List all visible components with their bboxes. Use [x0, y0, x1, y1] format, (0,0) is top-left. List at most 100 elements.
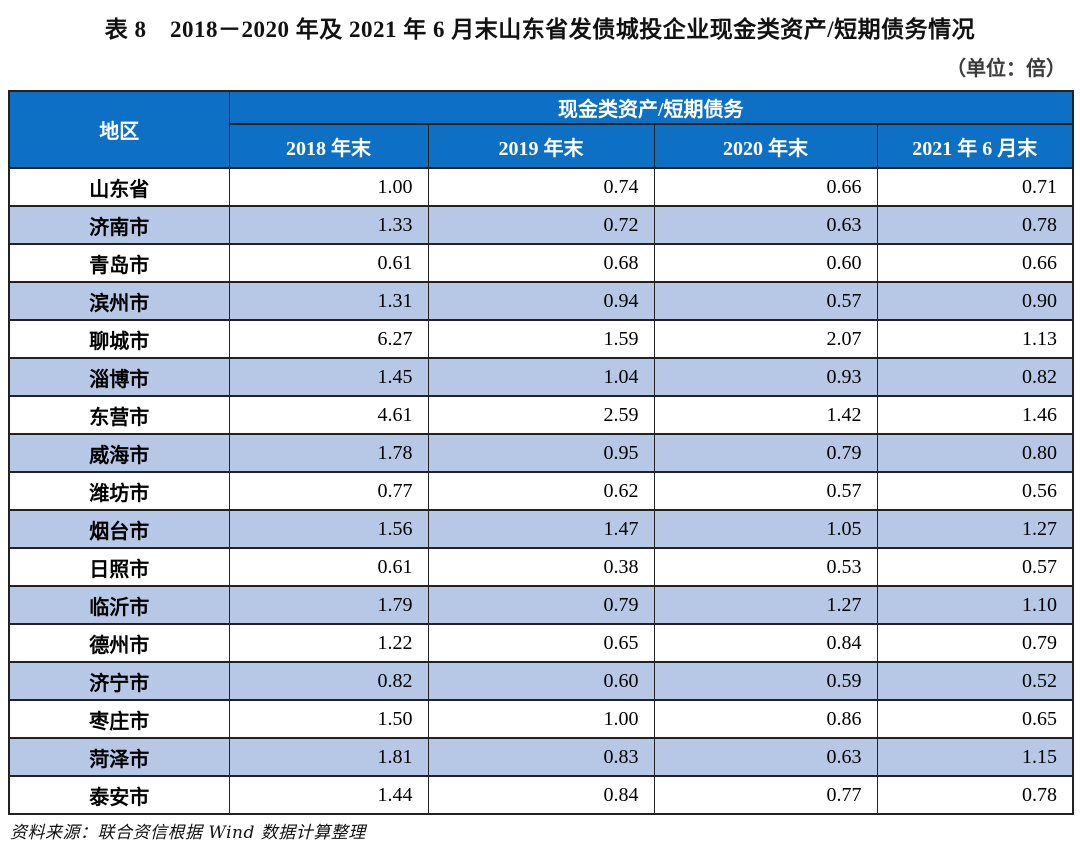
region-cell: 滨州市 — [8, 281, 230, 321]
region-cell: 德州市 — [8, 623, 230, 663]
value-cell: 0.65 — [876, 699, 1074, 739]
region-cell: 济宁市 — [8, 661, 230, 701]
value-cell: 0.77 — [228, 471, 429, 511]
value-cell: 0.52 — [876, 661, 1074, 701]
value-cell: 4.61 — [228, 395, 429, 435]
value-cell: 2.07 — [653, 319, 878, 359]
value-cell: 1.00 — [427, 699, 655, 739]
value-cell: 1.46 — [876, 395, 1074, 435]
value-cell: 1.05 — [653, 509, 878, 549]
value-cell: 0.84 — [653, 623, 878, 663]
title-row: 表 8 2018－2020 年及 2021 年 6 月末山东省发债城投企业现金类… — [0, 10, 1080, 44]
value-cell: 0.61 — [228, 243, 429, 283]
value-cell: 0.60 — [427, 661, 655, 701]
value-cell: 0.80 — [876, 433, 1074, 473]
value-cell: 0.82 — [876, 357, 1074, 397]
value-cell: 1.44 — [228, 775, 429, 815]
table-row: 潍坊市 0.77 0.62 0.57 0.56 — [8, 471, 1074, 511]
value-cell: 1.00 — [228, 167, 429, 207]
value-cell: 0.57 — [653, 281, 878, 321]
value-cell: 0.84 — [427, 775, 655, 815]
table-row: 德州市 1.22 0.65 0.84 0.79 — [8, 623, 1074, 663]
value-cell: 1.15 — [876, 737, 1074, 777]
value-cell: 0.61 — [228, 547, 429, 587]
value-cell: 1.31 — [228, 281, 429, 321]
value-cell: 0.66 — [653, 167, 878, 207]
value-cell: 0.56 — [876, 471, 1074, 511]
value-cell: 1.47 — [427, 509, 655, 549]
table-row: 东营市 4.61 2.59 1.42 1.46 — [8, 395, 1074, 435]
value-cell: 6.27 — [228, 319, 429, 359]
table-row: 菏泽市 1.81 0.83 0.63 1.15 — [8, 737, 1074, 777]
region-cell: 烟台市 — [8, 509, 230, 549]
value-cell: 0.79 — [653, 433, 878, 473]
value-cell: 0.63 — [653, 737, 878, 777]
header-2019: 2019 年末 — [427, 123, 655, 169]
value-cell: 0.93 — [653, 357, 878, 397]
region-cell: 聊城市 — [8, 319, 230, 359]
value-cell: 0.79 — [427, 585, 655, 625]
header-group: 现金类资产/短期债务 — [228, 90, 1074, 125]
table-row: 滨州市 1.31 0.94 0.57 0.90 — [8, 281, 1074, 321]
table-row: 济南市 1.33 0.72 0.63 0.78 — [8, 205, 1074, 245]
region-cell: 潍坊市 — [8, 471, 230, 511]
value-cell: 0.79 — [876, 623, 1074, 663]
value-cell: 0.78 — [876, 205, 1074, 245]
table-row: 泰安市 1.44 0.84 0.77 0.78 — [8, 775, 1074, 815]
value-cell: 0.38 — [427, 547, 655, 587]
table-row: 临沂市 1.79 0.79 1.27 1.10 — [8, 585, 1074, 625]
table-row: 济宁市 0.82 0.60 0.59 0.52 — [8, 661, 1074, 701]
value-cell: 0.62 — [427, 471, 655, 511]
value-cell: 0.57 — [653, 471, 878, 511]
value-cell: 0.90 — [876, 281, 1074, 321]
table-row: 青岛市 0.61 0.68 0.60 0.66 — [8, 243, 1074, 283]
value-cell: 0.53 — [653, 547, 878, 587]
table-row: 淄博市 1.45 1.04 0.93 0.82 — [8, 357, 1074, 397]
source-note: 资料来源：联合资信根据 Wind 数据计算整理 — [10, 823, 366, 843]
value-cell: 1.78 — [228, 433, 429, 473]
region-cell: 东营市 — [8, 395, 230, 435]
value-cell: 1.27 — [876, 509, 1074, 549]
table-row: 威海市 1.78 0.95 0.79 0.80 — [8, 433, 1074, 473]
region-cell: 枣庄市 — [8, 699, 230, 739]
data-table: 地区 现金类资产/短期债务 2018 年末 2019 年末 2020 年末 20… — [8, 90, 1074, 815]
value-cell: 1.42 — [653, 395, 878, 435]
value-cell: 0.72 — [427, 205, 655, 245]
unit-note: （单位：倍） — [946, 58, 1066, 80]
value-cell: 0.94 — [427, 281, 655, 321]
value-cell: 0.68 — [427, 243, 655, 283]
table-header: 地区 现金类资产/短期债务 2018 年末 2019 年末 2020 年末 20… — [8, 90, 1074, 169]
value-cell: 1.27 — [653, 585, 878, 625]
table-row: 烟台市 1.56 1.47 1.05 1.27 — [8, 509, 1074, 549]
value-cell: 1.81 — [228, 737, 429, 777]
value-cell: 1.56 — [228, 509, 429, 549]
value-cell: 1.10 — [876, 585, 1074, 625]
value-cell: 1.45 — [228, 357, 429, 397]
value-cell: 1.13 — [876, 319, 1074, 359]
header-2020: 2020 年末 — [653, 123, 878, 169]
value-cell: 0.82 — [228, 661, 429, 701]
year-header-row: 2018 年末 2019 年末 2020 年末 2021 年 6 月末 — [9, 123, 1074, 169]
table-body: 山东省 1.00 0.74 0.66 0.71 济南市 1.33 0.72 0.63 0.78 青岛… — [8, 167, 1074, 815]
region-cell: 泰安市 — [8, 775, 230, 815]
value-cell: 0.78 — [876, 775, 1074, 815]
value-cell: 0.74 — [427, 167, 655, 207]
value-cell: 0.63 — [653, 205, 878, 245]
value-cell: 1.04 — [427, 357, 655, 397]
region-cell: 日照市 — [8, 547, 230, 587]
value-cell: 1.22 — [228, 623, 429, 663]
value-cell: 0.86 — [653, 699, 878, 739]
value-cell: 0.95 — [427, 433, 655, 473]
value-cell: 1.33 — [228, 205, 429, 245]
value-cell: 0.71 — [876, 167, 1074, 207]
region-cell: 济南市 — [8, 205, 230, 245]
value-cell: 0.66 — [876, 243, 1074, 283]
value-cell: 1.59 — [427, 319, 655, 359]
table-row: 聊城市 6.27 1.59 2.07 1.13 — [8, 319, 1074, 359]
value-cell: 1.50 — [228, 699, 429, 739]
group-header-row: 地区 现金类资产/短期债务 — [8, 90, 1074, 169]
value-cell: 0.77 — [653, 775, 878, 815]
value-cell: 0.83 — [427, 737, 655, 777]
value-cell: 2.59 — [427, 395, 655, 435]
